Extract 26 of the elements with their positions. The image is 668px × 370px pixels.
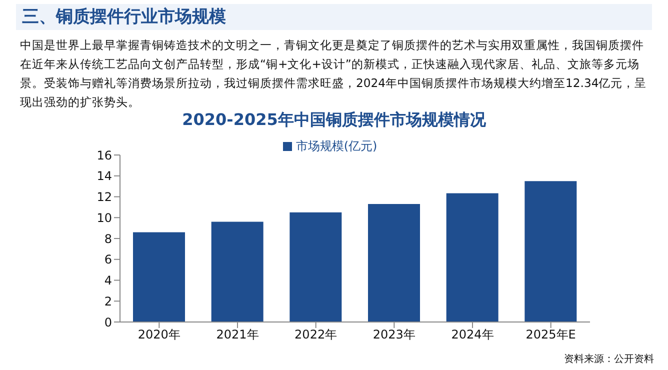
- text: 中国是世界上最早掌握青铜铸造技术的文明之一，青铜文化更是奠定了铜质摆件的艺术与实用双重属性，我国铜质摆件在近年来从传统工艺品向文创产品转型，形成“铜+文化+设计”的新模式，正快速融入现代家居、礼品、文旅等多元场景。受装饰与赠礼等消费场景所拉动，我过铜质摆件需求旺盛，2024年中国铜质摆件市场规模大约增至12.34亿元，呈现出强劲的扩张势头。: [20, 38, 647, 109]
- y-tick-label: 4: [104, 274, 112, 288]
- y-tick-label: 16: [96, 148, 112, 162]
- x-tick-label: 2024年: [451, 328, 494, 342]
- bar: [133, 232, 185, 322]
- bar: [368, 204, 420, 322]
- y-tick-label: 0: [104, 315, 112, 330]
- x-tick-label: 2023年: [372, 328, 416, 342]
- legend-label: 市场规模(亿元): [296, 139, 378, 153]
- text: 三、铜质摆件行业市场规模: [16, 4, 652, 30]
- x-tick-label: 2021年: [216, 328, 259, 342]
- bar: [211, 222, 264, 322]
- y-tick-label: 12: [96, 190, 112, 204]
- x-tick-label: 2020年: [138, 328, 180, 342]
- text: 资料来源：公开资料: [564, 352, 654, 366]
- y-tick-label: 2: [104, 294, 112, 308]
- x-tick-label: 2025年E: [526, 328, 576, 342]
- y-tick-label: 10: [96, 210, 112, 225]
- chart-title: 2020-2025年中国铜质摆件市场规模情况: [181, 110, 487, 131]
- y-tick-label: 14: [96, 169, 112, 184]
- bar: [524, 181, 577, 322]
- y-tick-label: 8: [104, 232, 112, 246]
- y-tick-label: 6: [104, 252, 112, 267]
- x-tick-label: 2022年: [294, 328, 338, 342]
- bar: [290, 212, 342, 322]
- bar: [446, 193, 498, 322]
